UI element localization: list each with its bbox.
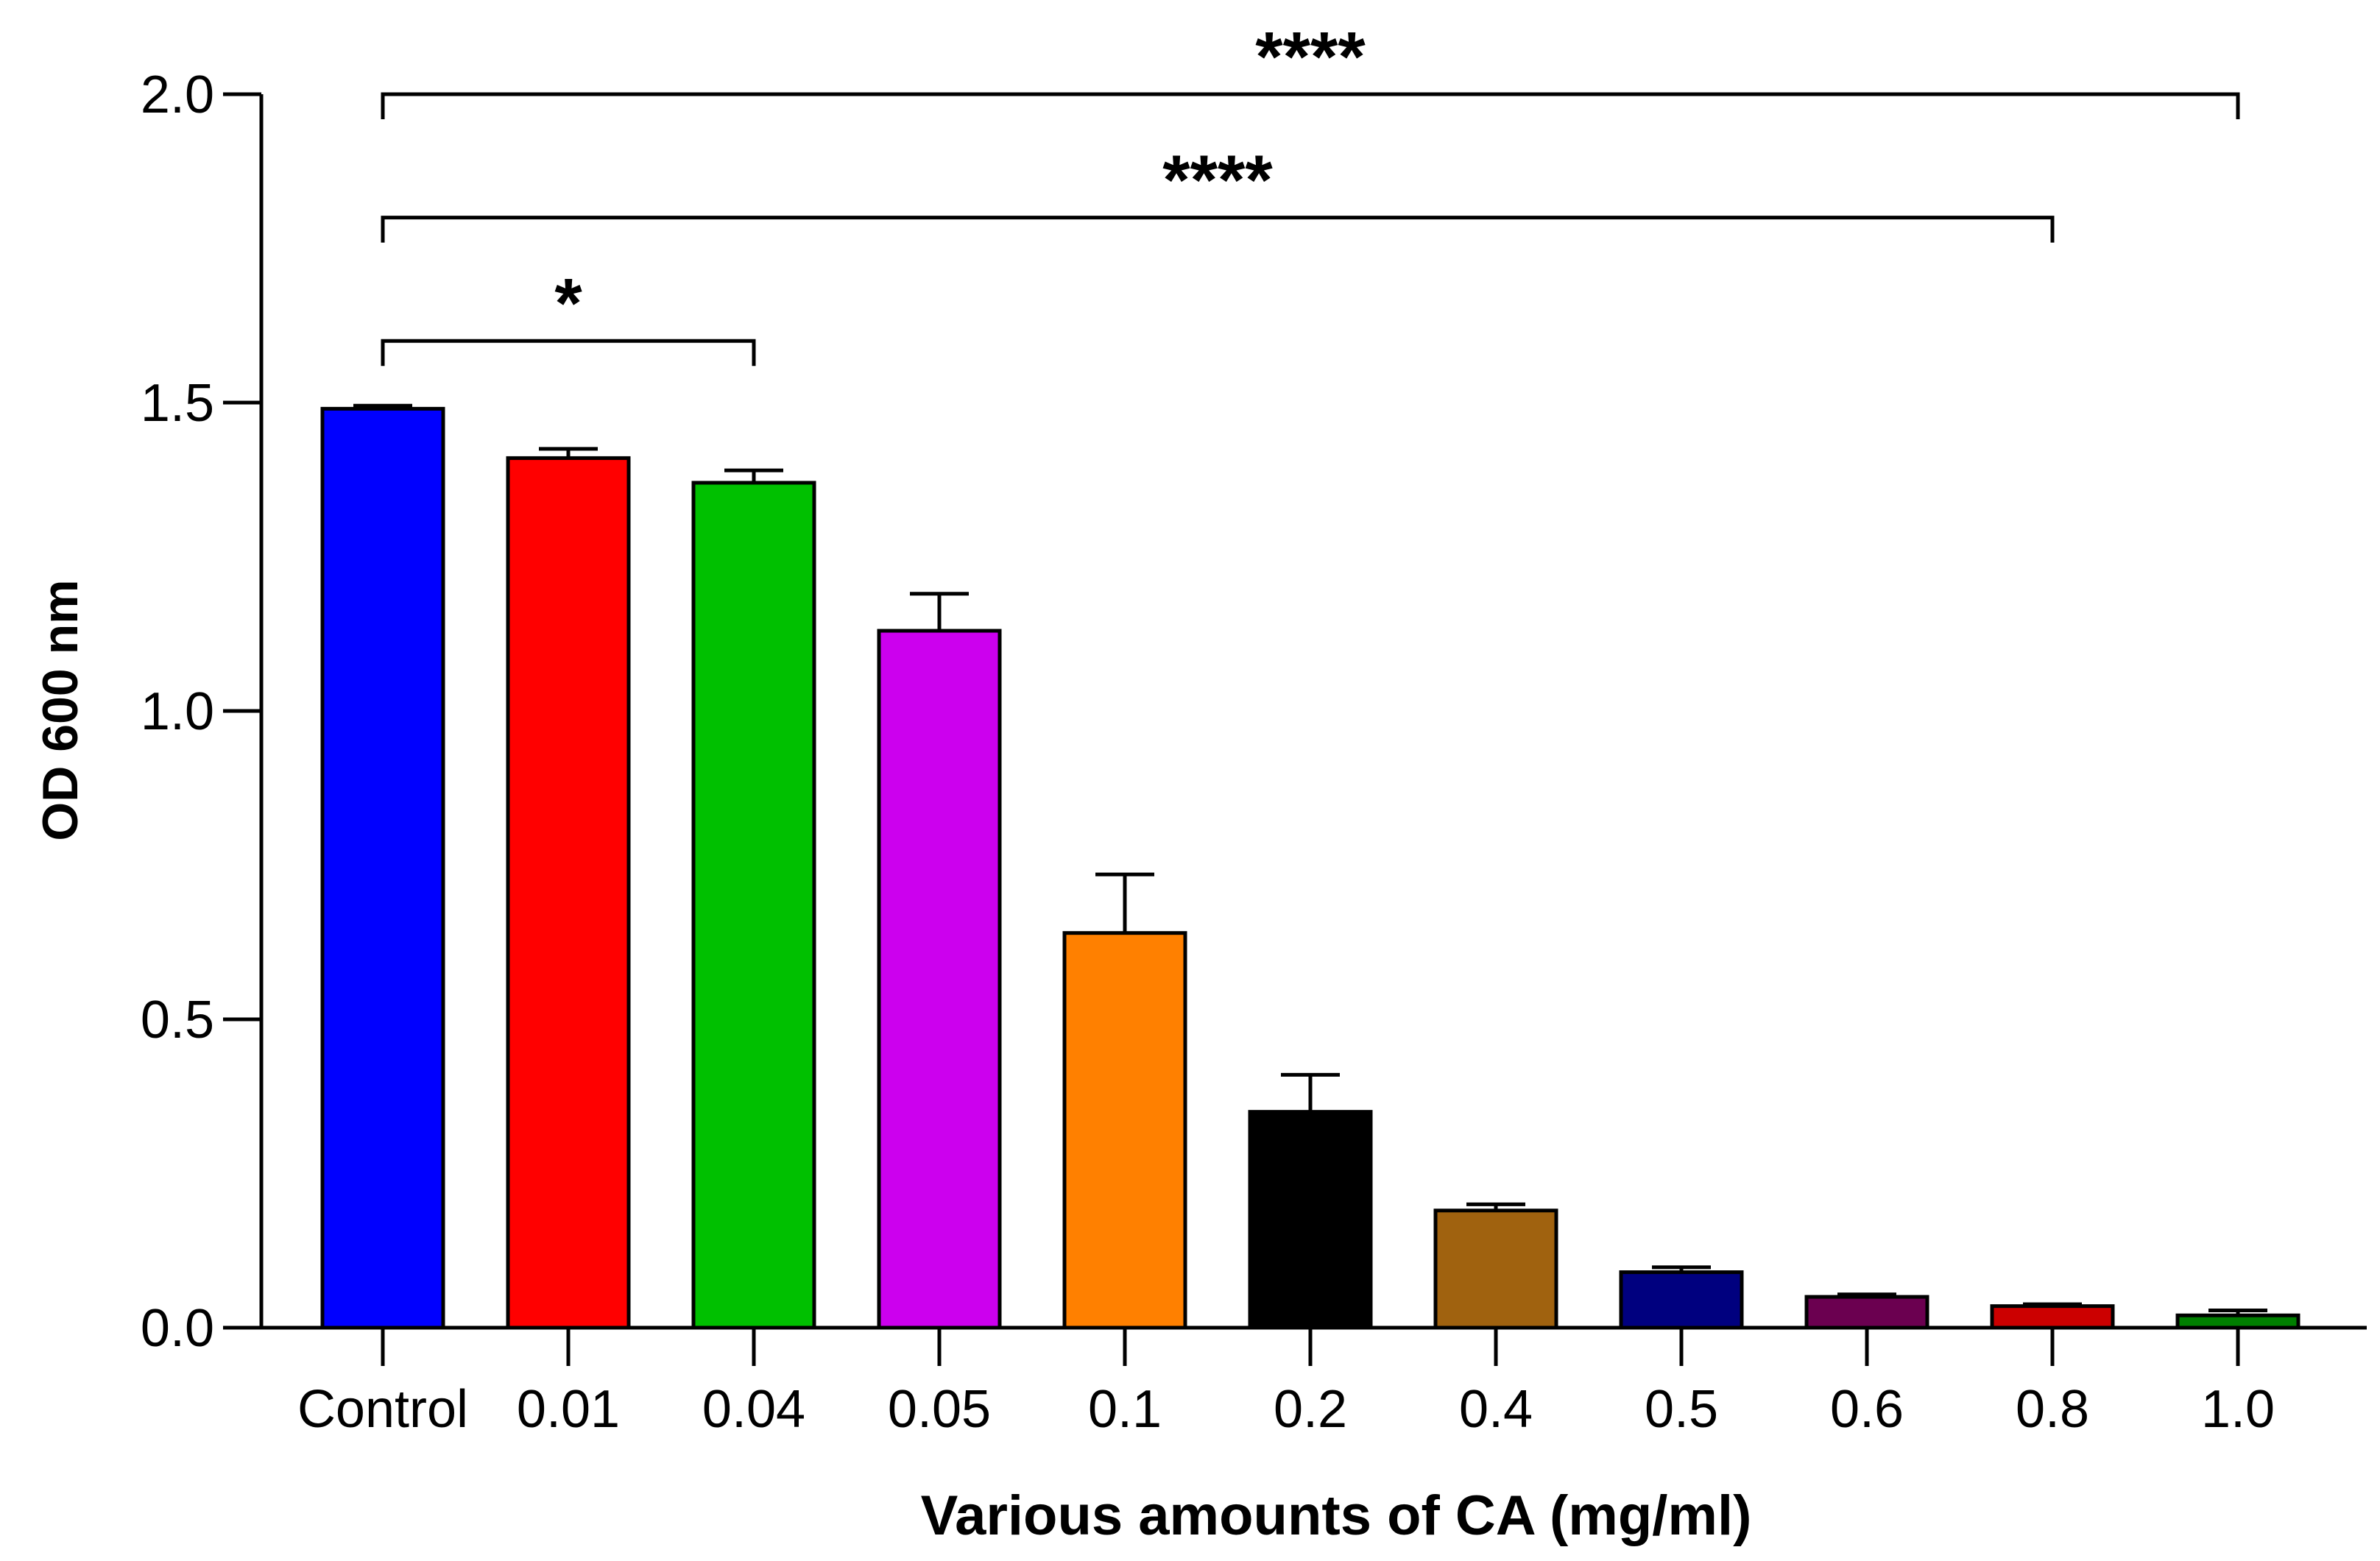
error-bars-group [353, 403, 2267, 1316]
bars-group [320, 406, 2300, 1330]
x-tick-label: 0.4 [1459, 1380, 1533, 1439]
y-ticks-group: 0.0 0.5 1.0 1.5 2.0 [141, 66, 261, 1358]
bar-0 [320, 406, 445, 1330]
x-tick-label: 0.2 [1274, 1380, 1347, 1439]
bar-10 [2175, 1313, 2300, 1330]
significance-brackets-group: ********* [381, 18, 2240, 367]
significance-bracket-1 [381, 216, 2055, 243]
y-tick-label: 1.5 [141, 374, 214, 433]
x-ticks-group: Control 0.01 0.04 0.05 0.1 0.2 0.4 0.5 0.6 0.8 1.0 [297, 1328, 2275, 1439]
bar-9 [1990, 1304, 2115, 1330]
bar-7 [1619, 1270, 1744, 1330]
significance-label-1: **** [1162, 141, 1273, 220]
x-tick-label: 1.0 [2201, 1380, 2275, 1439]
bar-5 [1248, 1110, 1373, 1330]
x-tick-label: 0.5 [1645, 1380, 1718, 1439]
bar-8 [1804, 1295, 1929, 1330]
y-tick-label: 0.0 [141, 1299, 214, 1358]
x-tick-label: 0.8 [2016, 1380, 2089, 1439]
bar-3 [877, 629, 1002, 1330]
bar-1 [506, 456, 631, 1330]
significance-label-0: * [554, 264, 582, 343]
x-tick-label: 0.1 [1088, 1380, 1162, 1439]
significance-label-2: **** [1255, 18, 1366, 96]
x-tick-label: Control [297, 1380, 468, 1439]
y-tick-label: 0.5 [141, 991, 214, 1049]
x-tick-label: 0.01 [517, 1380, 620, 1439]
y-tick-label: 1.0 [141, 682, 214, 741]
x-axis-label: Various amounts of CA (mg/ml) [921, 1484, 1752, 1547]
significance-bracket-2 [381, 92, 2240, 119]
bar-6 [1433, 1208, 1558, 1330]
y-axis-label: OD 600 nm [32, 579, 88, 840]
bar-4 [1062, 931, 1187, 1330]
x-tick-label: 0.6 [1830, 1380, 1904, 1439]
x-tick-label: 0.04 [702, 1380, 805, 1439]
y-tick-label: 2.0 [141, 66, 214, 124]
x-tick-label: 0.05 [888, 1380, 991, 1439]
significance-bracket-0 [381, 339, 756, 367]
bar-2 [691, 481, 816, 1330]
